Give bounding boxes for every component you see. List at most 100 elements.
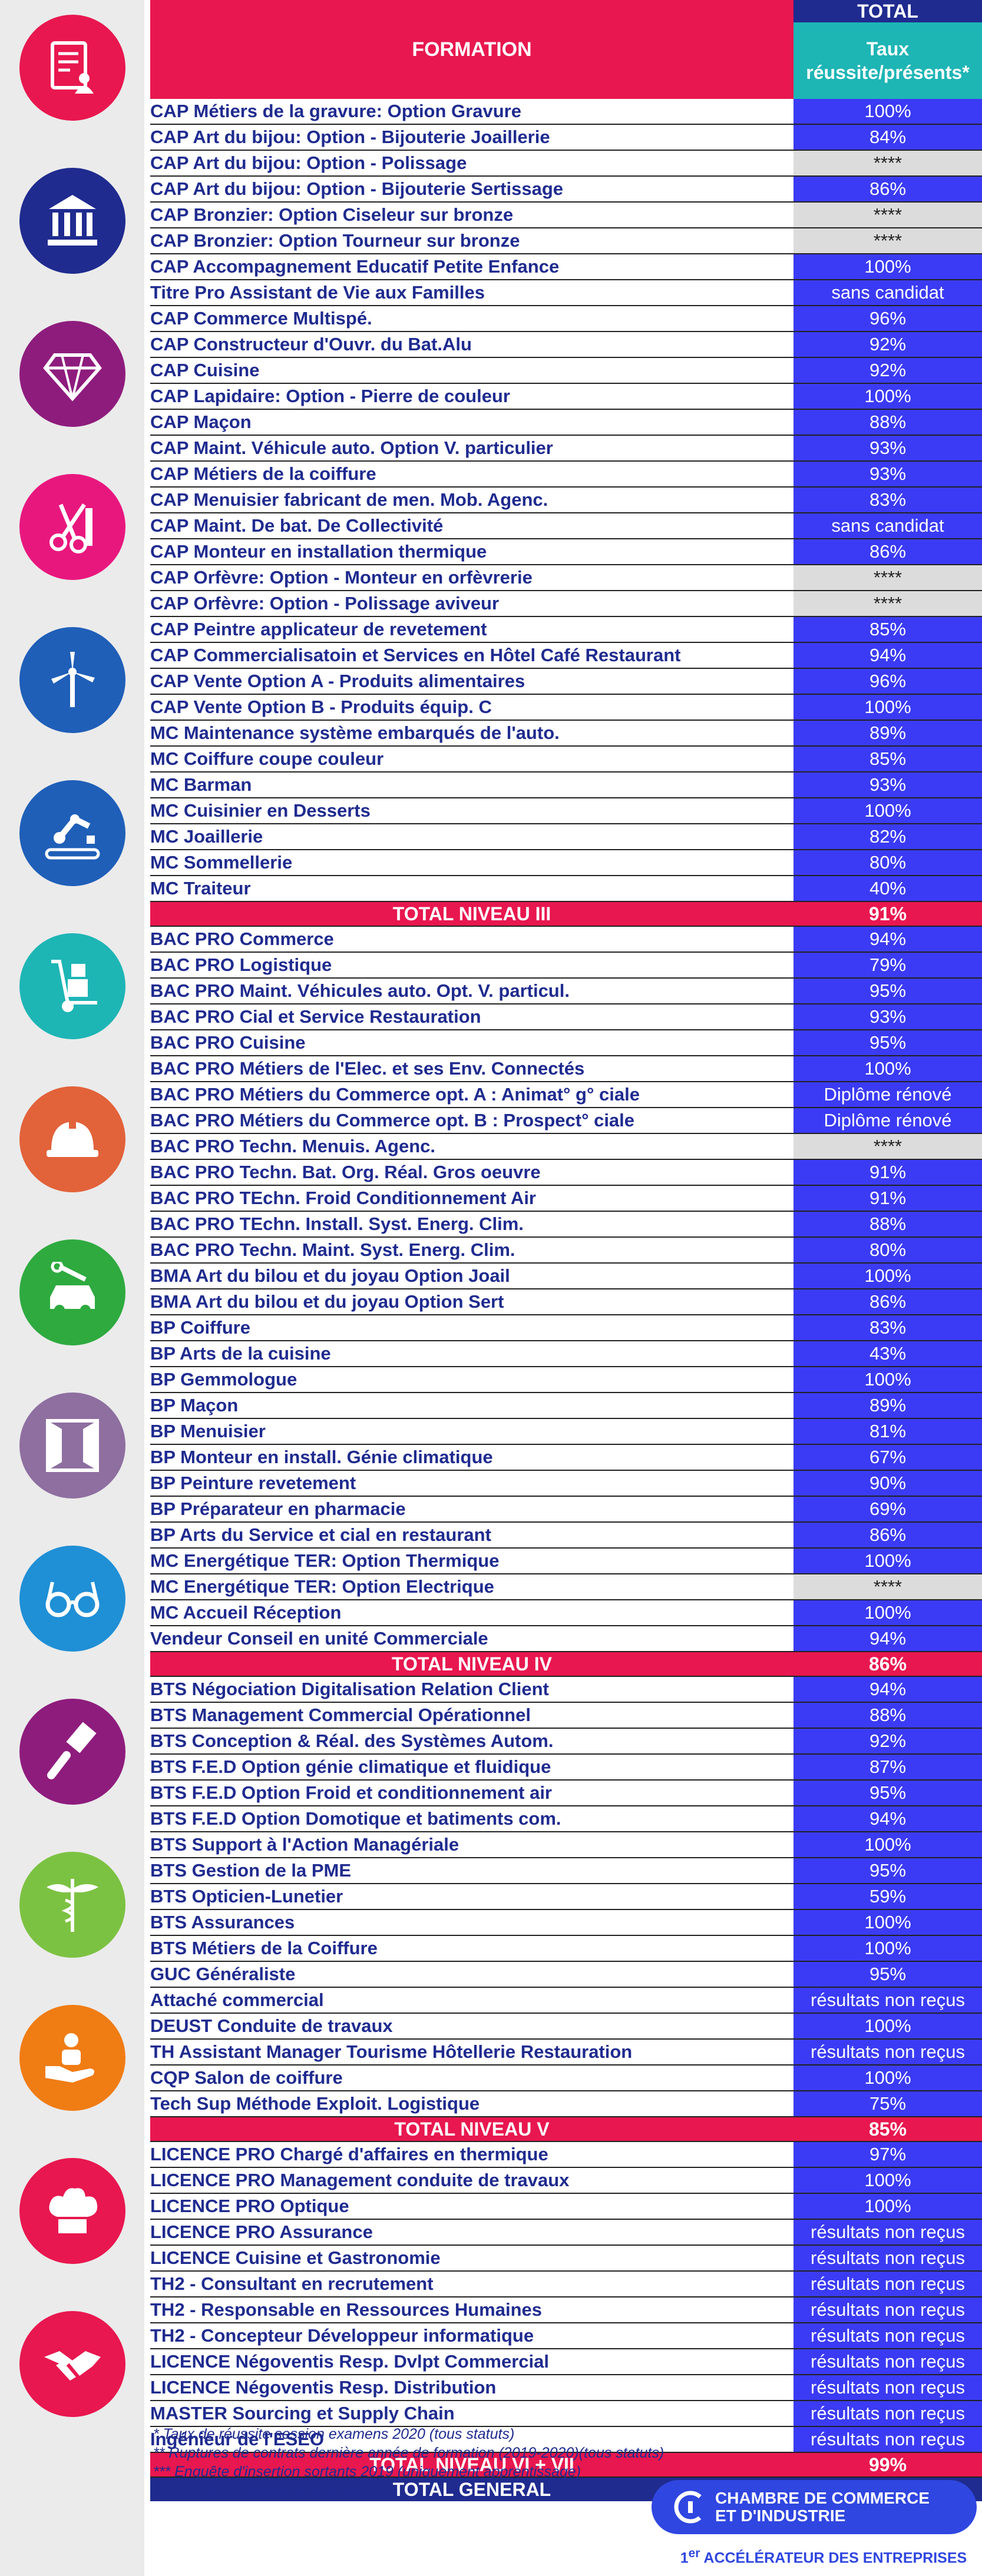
- success-rate: 80%: [793, 850, 982, 876]
- success-rate: 92%: [793, 357, 982, 384]
- success-rate: 94%: [793, 1676, 982, 1703]
- formation-name: BTS Gestion de la PME: [150, 1858, 793, 1884]
- formation-name: CAP Métiers de la gravure: Option Gravur…: [150, 99, 793, 125]
- success-rate: 94%: [793, 1626, 982, 1652]
- table-row: Vendeur Conseil en unité Commerciale 94%: [150, 1626, 982, 1652]
- table-row: TH2 - Concepteur Développeur informatiqu…: [150, 2323, 982, 2349]
- table-row: BAC PRO Techn. Menuis. Agenc. ****: [150, 1133, 982, 1160]
- table-row: MC Accueil Réception 100%: [150, 1600, 982, 1626]
- table-row: MC Sommellerie 80%: [150, 850, 982, 876]
- success-rate: 88%: [793, 409, 982, 436]
- table-row: BP Monteur en install. Génie climatique 6…: [150, 1444, 982, 1471]
- formation-name: LICENCE PRO Optique: [150, 2193, 793, 2220]
- success-rate: 82%: [793, 824, 982, 850]
- success-rate: 100%: [793, 1935, 982, 1962]
- formation-name: MC Coiffure coupe couleur: [150, 746, 793, 773]
- table-row: Tech Sup Méthode Exploit. Logistique 75%: [150, 2091, 982, 2117]
- table-row: CAP Métiers de la coiffure 93%: [150, 461, 982, 488]
- diamond-icon: [19, 321, 125, 427]
- formation-name: CAP Maint. De bat. De Collectivité: [150, 513, 793, 539]
- success-rate: 83%: [793, 1315, 982, 1341]
- table-row: MC Energétique TER: Option Thermique 100%: [150, 1548, 982, 1574]
- table-row: Ingénieur de l'ESEO résultats non reçus: [150, 2426, 982, 2453]
- success-rate: 85%: [793, 2117, 982, 2142]
- formation-name: CAP Menuisier fabricant de men. Mob. Age…: [150, 487, 793, 513]
- formation-name: DEUST Conduite de travaux: [150, 2013, 793, 2040]
- table-row: CAP Orfèvre: Option - Monteur en orfèvre…: [150, 565, 982, 591]
- formation-name: BTS F.E.D Option génie climatique et flu…: [150, 1754, 793, 1781]
- table-row: MC Maintenance système embarqués de l'au…: [150, 720, 982, 747]
- formation-name: BP Arts du Service et cial en restaurant: [150, 1522, 793, 1549]
- formation-name: LICENCE Négoventis Resp. Dvlpt Commercia…: [150, 2349, 793, 2375]
- table-row: CAP Vente Option B - Produits équip. C 10…: [150, 694, 982, 721]
- total-row: TOTAL NIVEAU VI + VII 99%: [150, 2452, 982, 2478]
- formation-name: CQP Salon de coiffure: [150, 2065, 793, 2091]
- formation-name: BP Préparateur en pharmacie: [150, 1496, 793, 1523]
- formation-name: CAP Monteur en installation thermique: [150, 539, 793, 565]
- table-row: CAP Art du bijou: Option - Polissage ****: [150, 150, 982, 177]
- total-row: TOTAL NIVEAU V 85%: [150, 2117, 982, 2142]
- formation-name: BAC PRO Métiers de l'Elec. et ses Env. C…: [150, 1056, 793, 1082]
- table-row: CAP Bronzier: Option Tourneur sur bronze…: [150, 228, 982, 254]
- total-row: TOTAL NIVEAU IV 86%: [150, 1652, 982, 1677]
- success-rate: 87%: [793, 1754, 982, 1781]
- success-rate: 100%: [793, 694, 982, 721]
- table-row: CAP Maint. De bat. De Collectivité sans c…: [150, 513, 982, 539]
- table-row: BAC PRO Maint. Véhicules auto. Opt. V. p…: [150, 978, 982, 1004]
- hand-truck-icon: [19, 933, 125, 1039]
- table-row: CAP Constructeur d'Ouvr. du Bat.Alu 92%: [150, 331, 982, 358]
- table-row: CAP Cuisine 92%: [150, 357, 982, 384]
- success-rate: 90%: [793, 1470, 982, 1497]
- success-rate: ****: [793, 1574, 982, 1600]
- success-rate: ****: [793, 150, 982, 177]
- formation-name: GUC Généraliste: [150, 1961, 793, 1988]
- formation-name: CAP Commercialisatoin et Services en Hôt…: [150, 642, 793, 669]
- success-rate: 93%: [793, 1004, 982, 1030]
- table-row: CAP Métiers de la gravure: Option Gravur…: [150, 99, 982, 125]
- formation-name: BAC PRO TEchn. Froid Conditionnement Air: [150, 1185, 793, 1212]
- table-row: DEUST Conduite de travaux 100%: [150, 2013, 982, 2040]
- formation-name: CAP Art du bijou: Option - Bijouterie Se…: [150, 176, 793, 203]
- success-rate: Diplôme rénové: [793, 1108, 982, 1134]
- table-row: LICENCE PRO Management conduite de trava…: [150, 2167, 982, 2194]
- success-rate: 100%: [793, 2013, 982, 2040]
- formation-name: MC Sommellerie: [150, 850, 793, 876]
- formation-name: CAP Maint. Véhicule auto. Option V. part…: [150, 435, 793, 462]
- table-row: CAP Commercialisatoin et Services en Hôt…: [150, 642, 982, 669]
- formation-name: CAP Constructeur d'Ouvr. du Bat.Alu: [150, 331, 793, 358]
- table-row: TH2 - Responsable en Ressources Humaines…: [150, 2297, 982, 2323]
- formation-name: TOTAL NIVEAU VI + VII: [150, 2452, 793, 2478]
- formation-name: CAP Lapidaire: Option - Pierre de couleu…: [150, 383, 793, 410]
- success-rate: résultats non reçus: [793, 2245, 982, 2272]
- table-row: MC Barman 93%: [150, 772, 982, 798]
- success-rate: 95%: [793, 1961, 982, 1988]
- wind-turbine-icon: [19, 627, 125, 733]
- formation-name: MC Energétique TER: Option Electrique: [150, 1574, 793, 1600]
- formation-name: BAC PRO Cuisine: [150, 1030, 793, 1056]
- success-rate: 85%: [793, 616, 982, 643]
- table-row: BP Maçon 89%: [150, 1393, 982, 1419]
- formation-name: CAP Bronzier: Option Tourneur sur bronze: [150, 228, 793, 254]
- success-rate: 85%: [793, 746, 982, 773]
- success-rate: 92%: [793, 331, 982, 358]
- table-row: BTS Support à l'Action Managériale 100%: [150, 1832, 982, 1858]
- formation-name: TOTAL NIVEAU III: [150, 901, 793, 927]
- table-row: LICENCE PRO Chargé d'affaires en thermiq…: [150, 2141, 982, 2168]
- results-body: CAP Métiers de la gravure: Option Gravur…: [150, 99, 982, 2501]
- success-rate: 86%: [793, 176, 982, 203]
- table-row: BTS F.E.D Option génie climatique et flu…: [150, 1754, 982, 1781]
- table-row: Titre Pro Assistant de Vie aux Familles s…: [150, 280, 982, 306]
- table-row: BTS F.E.D Option Domotique et batiments …: [150, 1806, 982, 1832]
- formation-name: MC Joaillerie: [150, 824, 793, 850]
- success-rate: 91%: [793, 1185, 982, 1212]
- formation-name: MC Cuisinier en Desserts: [150, 798, 793, 824]
- table-row: CAP Peintre applicateur de revetement 85%: [150, 616, 982, 643]
- formation-name: BTS Assurances: [150, 1909, 793, 1936]
- table-row: CAP Bronzier: Option Ciseleur sur bronze…: [150, 202, 982, 228]
- window-icon: [19, 1393, 125, 1498]
- table-row: BTS Négociation Digitalisation Relation …: [150, 1676, 982, 1703]
- success-rate: résultats non reçus: [793, 2219, 982, 2246]
- formation-name: BP Menuisier: [150, 1418, 793, 1445]
- formation-name: CAP Vente Option B - Produits équip. C: [150, 694, 793, 721]
- formation-name: MC Energétique TER: Option Thermique: [150, 1548, 793, 1574]
